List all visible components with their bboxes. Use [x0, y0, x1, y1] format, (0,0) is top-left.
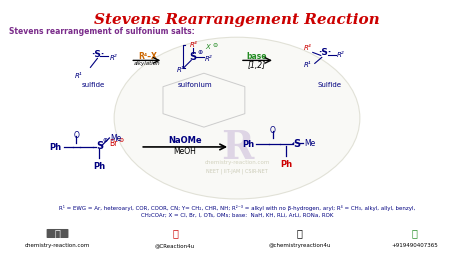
Text: Stevens Rearrangement Reaction: Stevens Rearrangement Reaction	[94, 13, 380, 27]
Text: NaOMe: NaOMe	[168, 136, 202, 145]
Text: ⊖: ⊖	[118, 138, 124, 143]
Text: 📷: 📷	[297, 228, 303, 238]
Text: O: O	[270, 126, 276, 135]
Ellipse shape	[114, 37, 360, 199]
Text: Br: Br	[109, 139, 118, 148]
Text: Ph: Ph	[49, 143, 62, 152]
Text: R¹ = EWG = Ar, heteroaryl, COR, COOR, CN; Y= CH₂, CHR, NH; R²⁻³ = alkyl with no : R¹ = EWG = Ar, heteroaryl, COR, COOR, CN…	[59, 205, 415, 211]
Text: S: S	[293, 139, 301, 149]
Text: R⁴–X: R⁴–X	[138, 52, 157, 62]
Text: R¹: R¹	[304, 62, 311, 68]
Text: S: S	[96, 141, 103, 151]
Text: R²: R²	[205, 56, 213, 62]
Text: chemistry-reaction.com: chemistry-reaction.com	[25, 243, 90, 249]
Text: R⁴: R⁴	[189, 43, 197, 49]
Text: ·S·: ·S·	[318, 49, 331, 57]
Text: Stevens rearrangement of sulfonium salts:: Stevens rearrangement of sulfonium salts…	[9, 27, 194, 36]
Text: +919490407365: +919490407365	[391, 243, 438, 249]
Text: R⁴: R⁴	[304, 46, 311, 51]
Text: Ph: Ph	[280, 160, 292, 169]
Text: sulfonium: sulfonium	[178, 82, 212, 88]
Text: ·S·: ·S·	[91, 50, 104, 59]
Text: @CReaction4u: @CReaction4u	[155, 243, 195, 249]
Text: NEET | IIT-JAM | CSIR-NET: NEET | IIT-JAM | CSIR-NET	[206, 168, 268, 173]
Text: CH₂COAr; X = Cl, Br, I, OTs, OMs; base:  NaH, KH, RLi, ArLi, RONa, ROK: CH₂COAr; X = Cl, Br, I, OTs, OMs; base: …	[141, 213, 333, 218]
Text: Sulfide: Sulfide	[318, 82, 342, 88]
Text: 💻: 💻	[55, 228, 61, 238]
Text: ⊕: ⊕	[102, 138, 108, 143]
Text: X: X	[205, 44, 210, 50]
Text: Me: Me	[304, 139, 315, 148]
Text: R: R	[221, 129, 253, 167]
FancyBboxPatch shape	[46, 229, 68, 238]
Text: chemistry-reaction.com: chemistry-reaction.com	[204, 160, 270, 165]
Text: R²: R²	[109, 55, 117, 62]
Text: ⊖: ⊖	[212, 43, 217, 49]
Text: Me: Me	[110, 134, 122, 143]
Text: S: S	[190, 52, 197, 62]
Text: alkylation: alkylation	[134, 62, 161, 66]
Text: ⊕: ⊕	[197, 50, 202, 56]
Text: R¹: R¹	[74, 73, 82, 79]
Text: base: base	[246, 52, 267, 62]
Text: R²: R²	[337, 52, 344, 59]
Text: MeOH: MeOH	[173, 147, 197, 156]
Text: R¹: R¹	[176, 67, 184, 73]
Text: Ph: Ph	[93, 162, 106, 171]
Text: O: O	[73, 131, 80, 140]
Text: 🐦: 🐦	[172, 228, 178, 238]
Text: Ph: Ph	[242, 140, 254, 149]
Text: [1,2]: [1,2]	[248, 62, 266, 70]
Text: @chemistryreaction4u: @chemistryreaction4u	[269, 243, 331, 249]
Text: 💬: 💬	[411, 228, 418, 238]
Text: sulfide: sulfide	[82, 82, 105, 88]
